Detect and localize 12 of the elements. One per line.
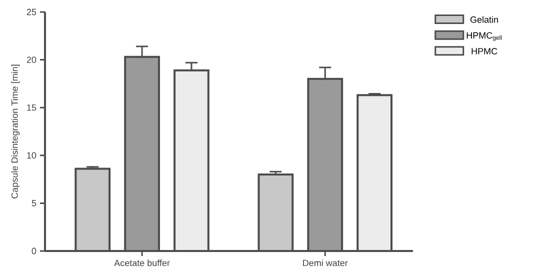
y-tick-label: 5: [32, 200, 36, 206]
y-tick-label: 10: [27, 152, 36, 159]
legend-label: Gelatin: [470, 16, 498, 23]
legend-label: HPMC: [472, 48, 498, 54]
y-tick-label: 0: [32, 248, 36, 254]
y-axis-title: Capsule Disintegration Time [min]: [11, 64, 20, 198]
x-tick-label: Demi water: [303, 260, 348, 266]
x-tick-label: Acetate buffer: [114, 260, 170, 266]
y-tick-label: 25: [26, 8, 36, 16]
y-tick-label: 15: [27, 104, 36, 111]
legend-label: HPMC$_{gell}$: [466, 32, 502, 41]
y-tick-label: 20: [26, 56, 36, 63]
